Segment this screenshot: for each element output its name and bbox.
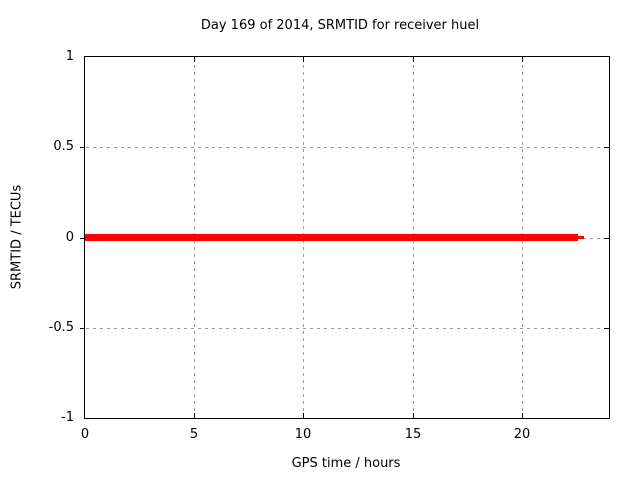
y-tick-label: 1 [65, 49, 74, 64]
x-axis-label: GPS time / hours [291, 456, 401, 471]
y-tick-label: -0.5 [48, 320, 74, 335]
x-tick-label: 20 [513, 427, 531, 442]
x-tick-bottom [303, 413, 304, 418]
x-tick-top [413, 57, 414, 62]
horizontal-gridline [86, 147, 608, 148]
y-axis-label: SRMTID / TECUs [9, 184, 25, 290]
x-tick-top [303, 57, 304, 62]
x-tick-label: 5 [189, 427, 199, 442]
y-tick-right [604, 147, 609, 148]
x-tick-top [194, 57, 195, 62]
y-tick-right [604, 238, 609, 239]
x-tick-label: 10 [294, 427, 312, 442]
x-tick-label: 0 [80, 427, 90, 442]
x-tick-bottom [194, 413, 195, 418]
y-tick-left [80, 328, 85, 329]
y-tick-label: 0.5 [53, 139, 74, 154]
data-series-line [578, 236, 584, 239]
x-tick-bottom [522, 413, 523, 418]
horizontal-gridline [86, 328, 608, 329]
x-tick-top [522, 57, 523, 62]
x-tick-label: 15 [404, 427, 422, 442]
chart-title: Day 169 of 2014, SRMTID for receiver hue… [200, 18, 480, 33]
y-tick-right [604, 328, 609, 329]
x-tick-bottom [413, 413, 414, 418]
data-series-line [85, 234, 578, 241]
y-tick-left [80, 147, 85, 148]
y-tick-label: 0 [65, 230, 74, 245]
y-tick-left [80, 238, 85, 239]
y-tick-label: -1 [61, 410, 74, 425]
